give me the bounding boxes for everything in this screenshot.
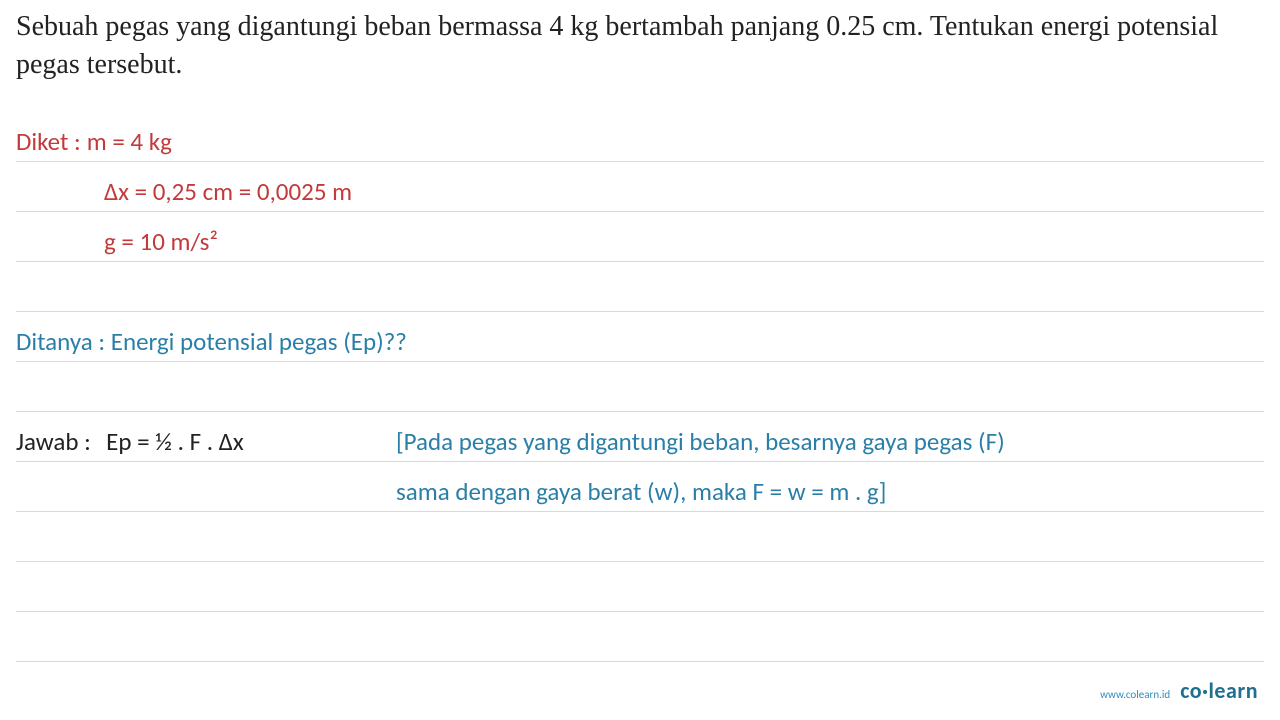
footer-logo: co·learn <box>1180 677 1258 704</box>
blank-line-1 <box>16 262 1264 312</box>
diket-value-m: m = 4 kg <box>87 126 172 157</box>
note-line-1: [Pada pegas yang digantungi beban, besar… <box>396 426 1005 457</box>
line-ditanya: Ditanya : Energi potensial pegas (Ep)?? <box>16 312 1264 362</box>
line-diket-g: g = 10 m/s² <box>16 212 1264 262</box>
footer: www.colearn.id co·learn <box>1100 677 1258 704</box>
footer-url: www.colearn.id <box>1100 688 1170 701</box>
blank-line-4 <box>16 562 1264 612</box>
logo-co: co <box>1180 677 1202 704</box>
diket-label: Diket : <box>16 126 81 157</box>
ditanya-text: Ditanya : Energi potensial pegas (Ep)?? <box>16 326 407 357</box>
logo-learn: learn <box>1209 677 1258 704</box>
line-diket-dx: Δx = 0,25 cm = 0,0025 m <box>16 162 1264 212</box>
work-area: Diket : m = 4 kg Δx = 0,25 cm = 0,0025 m… <box>0 112 1280 662</box>
jawab-label: Jawab : <box>16 426 91 457</box>
blank-line-5 <box>16 612 1264 662</box>
line-jawab: Jawab : Ep = ½ . F . Δx [Pada pegas yang… <box>16 412 1264 462</box>
line-note-2: sama dengan gaya berat (w), maka F = w =… <box>16 462 1264 512</box>
diket-value-dx: Δx = 0,25 cm = 0,0025 m <box>104 176 352 207</box>
blank-line-3 <box>16 512 1264 562</box>
question-text: Sebuah pegas yang digantungi beban berma… <box>0 0 1280 84</box>
note-line-2: sama dengan gaya berat (w), maka F = w =… <box>16 476 886 507</box>
line-diket-m: Diket : m = 4 kg <box>16 112 1264 162</box>
blank-line-2 <box>16 362 1264 412</box>
jawab-formula: Ep = ½ . F . Δx <box>106 426 244 457</box>
diket-value-g: g = 10 m/s² <box>104 226 218 257</box>
